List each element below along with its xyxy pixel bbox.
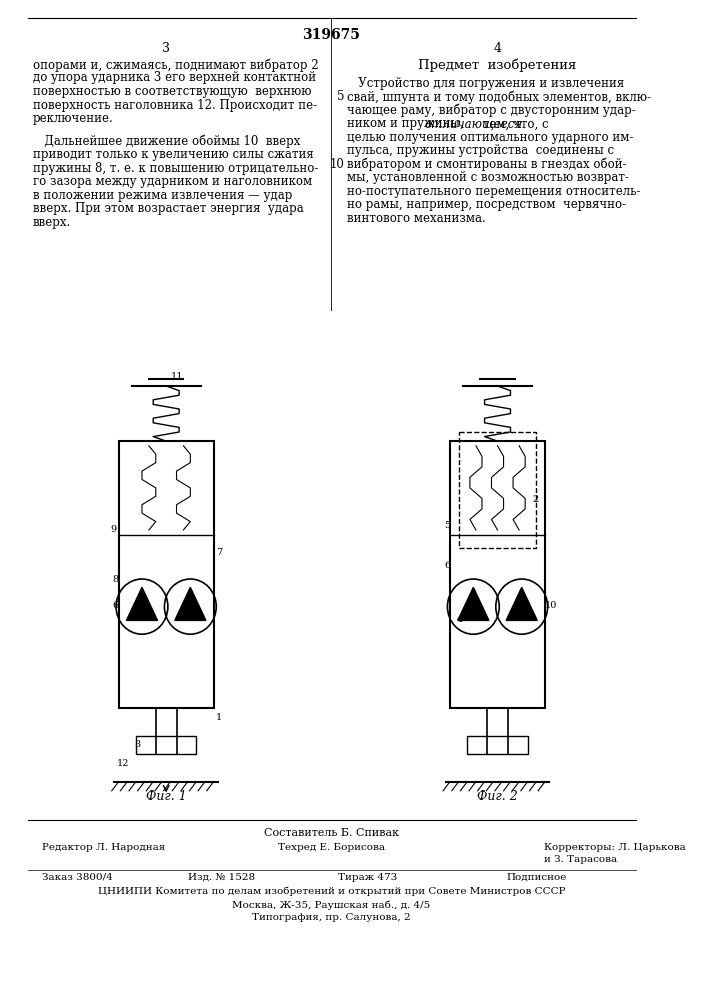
Text: но-поступательного перемещения относитель-: но-поступательного перемещения относител…: [347, 185, 641, 198]
Text: 11: 11: [170, 372, 183, 381]
Text: 10: 10: [329, 158, 344, 171]
Text: винтового механизма.: винтового механизма.: [347, 212, 486, 225]
Text: пульса, пружины устройства  соединены с: пульса, пружины устройства соединены с: [347, 144, 614, 157]
Bar: [136, 736, 197, 754]
Text: Составитель Б. Спивак: Составитель Б. Спивак: [264, 828, 399, 838]
Text: но рамы, например, посредством  червячно-: но рамы, например, посредством червячно-: [347, 198, 626, 211]
Text: 5: 5: [337, 90, 344, 103]
Text: Дальнейшее движение обоймы 10  вверх: Дальнейшее движение обоймы 10 вверх: [33, 135, 300, 148]
Text: чающее раму, вибратор с двусторонним удар-: чающее раму, вибратор с двусторонним уда…: [347, 104, 636, 117]
Text: 10: 10: [545, 601, 557, 610]
Text: 4: 4: [457, 615, 463, 624]
Text: 4: 4: [493, 42, 501, 55]
Bar: [450, 441, 545, 708]
Bar: [459, 432, 537, 548]
Text: 1: 1: [216, 713, 223, 722]
Text: Техред Е. Борисова: Техред Е. Борисова: [278, 843, 385, 852]
Text: вибратором и смонтированы в гнездах обой-: вибратором и смонтированы в гнездах обой…: [347, 158, 627, 171]
Text: целью получения оптимального ударного им-: целью получения оптимального ударного им…: [347, 131, 633, 144]
Polygon shape: [127, 587, 158, 620]
Text: Москва, Ж-35, Раушская наб., д. 4/5: Москва, Ж-35, Раушская наб., д. 4/5: [232, 900, 431, 910]
Text: реключение.: реключение.: [33, 112, 114, 125]
Text: 6: 6: [444, 561, 450, 570]
Text: поверхность наголовника 12. Происходит пе-: поверхность наголовника 12. Происходит п…: [33, 99, 317, 111]
Text: Корректоры: Л. Царькова: Корректоры: Л. Царькова: [544, 843, 686, 852]
Text: отличающееся: отличающееся: [425, 117, 523, 130]
Text: Редактор Л. Народная: Редактор Л. Народная: [42, 843, 165, 852]
Text: Подписное: Подписное: [507, 873, 567, 882]
Text: пружины 8, т. е. к повышению отрицательно-: пружины 8, т. е. к повышению отрицательн…: [33, 162, 318, 175]
Text: в положении режима извлечения — удар: в положении режима извлечения — удар: [33, 189, 292, 202]
Text: 319675: 319675: [303, 28, 361, 42]
Text: поверхностью в соответствующую  верхнюю: поверхностью в соответствующую верхнюю: [33, 85, 311, 98]
Text: Тираж 473: Тираж 473: [338, 873, 397, 882]
Text: 9: 9: [110, 525, 116, 534]
Text: 7: 7: [216, 548, 223, 557]
Text: 3: 3: [162, 42, 170, 55]
Text: до упора ударника 3 его верхней контактной: до упора ударника 3 его верхней контактн…: [33, 72, 316, 85]
Polygon shape: [506, 587, 537, 620]
Text: 8: 8: [112, 575, 119, 584]
Text: мы, установленной с возможностью возврат-: мы, установленной с возможностью возврат…: [347, 171, 629, 184]
Text: Фиг. 2: Фиг. 2: [477, 790, 518, 803]
Text: опорами и, сжимаясь, поднимают вибратор 2: опорами и, сжимаясь, поднимают вибратор …: [33, 58, 318, 72]
Text: вверх.: вверх.: [33, 216, 71, 229]
Text: 3: 3: [134, 740, 140, 749]
Bar: [467, 736, 527, 754]
Text: Фиг. 1: Фиг. 1: [146, 790, 187, 803]
Text: Заказ 3800/4: Заказ 3800/4: [42, 873, 113, 882]
Text: Изд. № 1528: Изд. № 1528: [188, 873, 255, 882]
Text: приводит только к увеличению силы сжатия: приводит только к увеличению силы сжатия: [33, 148, 314, 161]
Text: тем, что, с: тем, что, с: [479, 117, 549, 130]
Text: 12: 12: [117, 759, 129, 768]
Text: ником и пружины,: ником и пружины,: [347, 117, 468, 130]
Text: ЦНИИПИ Комитета по делам изобретений и открытий при Совете Министров СССР: ЦНИИПИ Комитета по делам изобретений и о…: [98, 887, 565, 896]
Text: Типография, пр. Салунова, 2: Типография, пр. Салунова, 2: [252, 913, 411, 922]
Polygon shape: [175, 587, 206, 620]
Text: Устройство для погружения и извлечения: Устройство для погружения и извлечения: [347, 77, 624, 90]
Text: 5: 5: [444, 521, 450, 530]
Text: вверх. При этом возрастает энергия  удара: вверх. При этом возрастает энергия удара: [33, 202, 303, 215]
Text: и З. Тарасова: и З. Тарасова: [544, 855, 618, 864]
Text: Предмет  изобретения: Предмет изобретения: [419, 58, 577, 72]
Bar: [119, 441, 214, 708]
Text: свай, шпунта и тому подобных элементов, вклю-: свай, шпунта и тому подобных элементов, …: [347, 90, 651, 104]
Polygon shape: [458, 587, 489, 620]
Text: 2: 2: [532, 495, 538, 504]
Text: го зазора между ударником и наголовником: го зазора между ударником и наголовником: [33, 175, 312, 188]
Text: 6: 6: [112, 601, 119, 610]
